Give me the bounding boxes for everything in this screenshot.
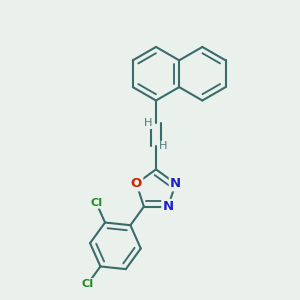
Text: Cl: Cl bbox=[82, 279, 94, 289]
Text: O: O bbox=[131, 177, 142, 190]
Text: H: H bbox=[144, 118, 153, 128]
Text: H: H bbox=[159, 141, 168, 152]
Text: N: N bbox=[163, 200, 174, 213]
Text: N: N bbox=[170, 177, 181, 190]
Text: Cl: Cl bbox=[90, 198, 102, 208]
